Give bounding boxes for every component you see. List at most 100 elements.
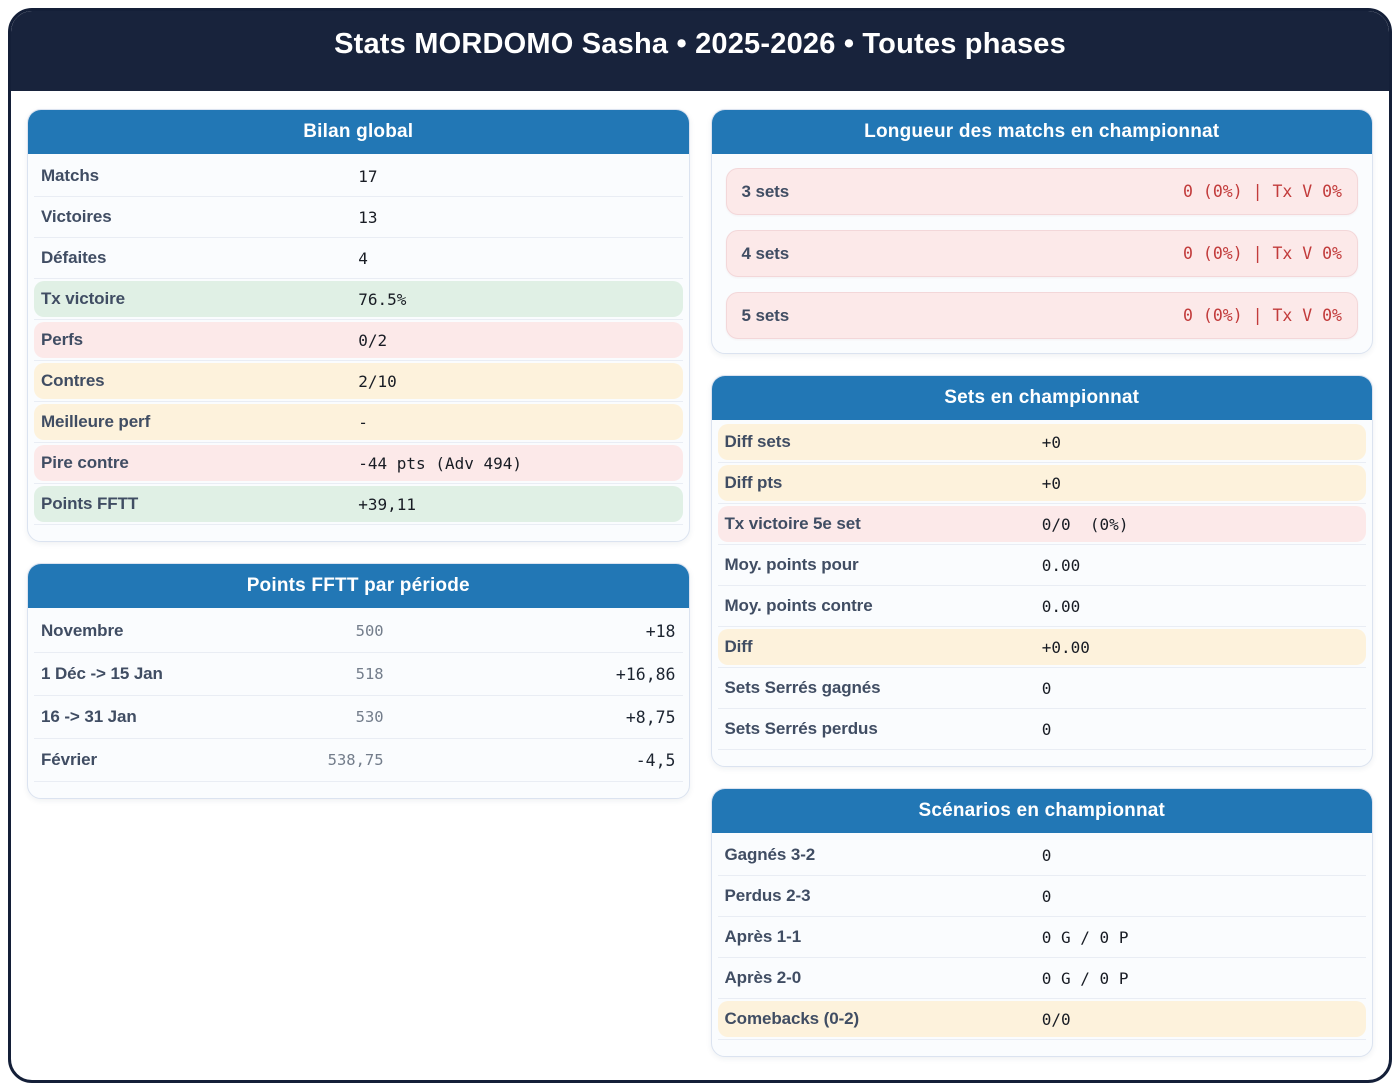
- card-sets-championnat-header: Sets en championnat: [711, 376, 1372, 420]
- row-delta: +16,86: [615, 664, 676, 684]
- card-longueur-matchs: Longueur des matchs en championnat 3 set…: [710, 109, 1373, 354]
- row-value: +0: [1041, 473, 1062, 493]
- card-bilan-global-header: Bilan global: [28, 110, 689, 154]
- row-line: Perdus 2-3 0: [718, 878, 1367, 914]
- stat-row: Diff +0.00: [717, 627, 1366, 668]
- row-line: Contres 2/10: [34, 363, 683, 399]
- card-title: Bilan global: [303, 121, 414, 142]
- row-label: Tx victoire: [41, 289, 125, 308]
- row-label: 3 sets: [741, 181, 790, 201]
- row-label: Gagnés 3-2: [724, 845, 816, 864]
- card-scenarios-championnat-header: Scénarios en championnat: [711, 789, 1372, 833]
- row-label: Après 1-1: [724, 927, 802, 946]
- row-label: Sets Serrés perdus: [724, 719, 878, 738]
- row-line: Diff +0.00: [717, 629, 1366, 665]
- row-line: Diff pts +0: [717, 465, 1366, 501]
- row-line: Après 2-0 0 G / 0 P: [718, 960, 1367, 996]
- row-line: Moy. points pour 0.00: [718, 547, 1367, 583]
- row-points: 518: [355, 665, 384, 683]
- row-line: Tx victoire 5e set 0/0 (0%): [717, 506, 1366, 542]
- card-title: Scénarios en championnat: [918, 800, 1166, 821]
- row-label: Perdus 2-3: [724, 886, 811, 905]
- stat-row: Sets Serrés gagnés 0: [717, 668, 1367, 709]
- row-line: Meilleure perf -: [34, 404, 683, 440]
- row-line: Tx victoire 76.5%: [34, 281, 683, 317]
- row-label: Sets Serrés gagnés: [724, 678, 881, 697]
- row-label: Victoires: [41, 207, 112, 226]
- row-line: Comebacks (0-2) 0/0: [717, 1001, 1366, 1037]
- stat-row: Diff pts +0: [717, 463, 1366, 504]
- stat-row: Moy. points pour 0.00: [717, 545, 1367, 586]
- row-points: 500: [355, 622, 384, 640]
- card-longueur-matchs-header: Longueur des matchs en championnat: [711, 110, 1372, 154]
- content-area: Bilan global Matchs 17 Victoires 13 Défaites…: [11, 91, 1389, 1078]
- row-value: 0 (0%) | Tx V 0%: [1183, 182, 1342, 201]
- row-value: +0.00: [1041, 637, 1090, 657]
- page-header: Stats MORDOMO Sasha • 2025-2026 • Toutes…: [11, 11, 1389, 91]
- row-line: Victoires 13: [34, 199, 683, 235]
- row-value: 0.00: [1041, 596, 1081, 616]
- card-sets-championnat: Sets en championnat Diff sets +0 Diff pts +…: [710, 375, 1373, 767]
- stat-row: Tx victoire 5e set 0/0 (0%): [717, 504, 1366, 545]
- row-delta: +8,75: [625, 707, 676, 727]
- row-delta: -4,5: [635, 750, 676, 770]
- row-line: Perfs 0/2: [34, 322, 683, 358]
- stat-row: Février 538,75 -4,5: [34, 739, 683, 782]
- page-title: Stats MORDOMO Sasha • 2025-2026 • Toutes…: [334, 27, 1066, 60]
- stat-row: 4 sets 0 (0%) | Tx V 0%: [725, 230, 1358, 277]
- row-label: Points FFTT: [41, 494, 139, 513]
- periodes-rows: Novembre 500 +18 1 Déc -> 15 Jan 518 +16,86 16…: [28, 608, 689, 798]
- row-label: Perfs: [41, 330, 84, 349]
- stat-row: Comebacks (0-2) 0/0: [717, 999, 1366, 1040]
- row-label: Défaites: [41, 248, 107, 267]
- row-line: Gagnés 3-2 0: [718, 837, 1367, 873]
- sets-rows: Diff sets +0 Diff pts +0 Tx victoire 5e set 0…: [712, 420, 1373, 766]
- row-label: Comebacks (0-2): [724, 1009, 860, 1028]
- stat-row: 1 Déc -> 15 Jan 518 +16,86: [34, 653, 683, 696]
- stat-row: Tx victoire 76.5%: [34, 279, 683, 320]
- row-value: +39,11: [358, 494, 417, 514]
- row-line: 1 Déc -> 15 Jan 518 +16,86: [34, 655, 683, 693]
- row-delta: +18: [645, 621, 676, 641]
- row-label: Matchs: [41, 166, 99, 185]
- row-value: 17: [358, 166, 378, 186]
- row-label: Février: [41, 750, 98, 769]
- longueur-rows: 3 sets 0 (0%) | Tx V 0% 4 sets 0 (0%) | Tx …: [712, 154, 1373, 353]
- right-column: Longueur des matchs en championnat 3 set…: [710, 109, 1373, 1078]
- row-label: 5 sets: [741, 305, 790, 325]
- row-value: 0: [1041, 719, 1052, 739]
- row-label: Après 2-0: [724, 968, 802, 987]
- row-label: Diff pts: [724, 473, 783, 492]
- scenarios-rows: Gagnés 3-2 0 Perdus 2-3 0 Après 1-1 0 G / 0 P…: [712, 833, 1373, 1056]
- row-line: Défaites 4: [34, 240, 683, 276]
- row-label: Diff: [724, 637, 753, 656]
- stat-row: Après 1-1 0 G / 0 P: [717, 917, 1367, 958]
- row-line: Après 1-1 0 G / 0 P: [718, 919, 1367, 955]
- stat-row: 5 sets 0 (0%) | Tx V 0%: [725, 292, 1358, 339]
- row-value: 76.5%: [358, 289, 407, 309]
- row-value: 0 G / 0 P: [1041, 968, 1129, 988]
- row-value: 0.00: [1041, 555, 1081, 575]
- row-line: Février 538,75 -4,5: [34, 741, 683, 779]
- row-label: Meilleure perf: [41, 412, 151, 431]
- row-line: Novembre 500 +18: [34, 612, 683, 650]
- row-label: Tx victoire 5e set: [724, 514, 861, 533]
- row-label: Moy. points pour: [724, 555, 859, 574]
- page-frame: Stats MORDOMO Sasha • 2025-2026 • Toutes…: [8, 8, 1392, 1083]
- row-value: 0/0: [1041, 1009, 1071, 1029]
- stat-row: Gagnés 3-2 0: [717, 835, 1367, 876]
- row-value: 0 G / 0 P: [1041, 927, 1129, 947]
- stat-row: Après 2-0 0 G / 0 P: [717, 958, 1367, 999]
- row-label: 1 Déc -> 15 Jan: [41, 664, 163, 683]
- card-title: Points FFTT par période: [246, 575, 470, 596]
- row-value: 0 (0%) | Tx V 0%: [1183, 306, 1342, 325]
- row-line: Points FFTT +39,11: [34, 486, 683, 522]
- row-points: 530: [355, 708, 384, 726]
- row-line: Pire contre -44 pts (Adv 494): [34, 445, 683, 481]
- row-label: Moy. points contre: [724, 596, 873, 615]
- card-bilan-global: Bilan global Matchs 17 Victoires 13 Défaites…: [27, 109, 690, 542]
- row-value: 0: [1041, 886, 1052, 906]
- row-value: 0/0 (0%): [1041, 514, 1129, 534]
- row-line: Sets Serrés gagnés 0: [718, 670, 1367, 706]
- row-label: 16 -> 31 Jan: [41, 707, 137, 726]
